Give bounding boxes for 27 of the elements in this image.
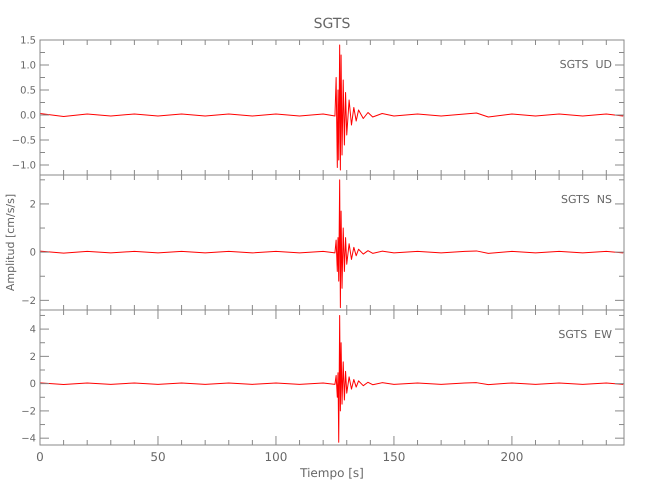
y-tick-label: 4 bbox=[30, 324, 36, 336]
chart-title: SGTS bbox=[314, 16, 350, 32]
line-series bbox=[40, 179, 624, 308]
y-tick-label: −2 bbox=[21, 296, 36, 307]
y-axis-title: Amplitud [cm/s/s] bbox=[4, 194, 17, 292]
y-tick-label: −1.0 bbox=[12, 160, 36, 172]
line-series bbox=[40, 44, 624, 170]
annotation: SGTS NS bbox=[560, 193, 612, 206]
x-tick-label: 150 bbox=[382, 450, 406, 464]
y-tick-label: 1.0 bbox=[20, 60, 36, 72]
y-tick-label: 0.5 bbox=[20, 86, 36, 96]
line-series bbox=[40, 314, 624, 443]
x-axis-title: Tiempo [s] bbox=[299, 466, 364, 480]
x-tick-label: 50 bbox=[150, 450, 166, 464]
x-tick-label: 100 bbox=[264, 450, 288, 464]
annotation: SGTS UD bbox=[560, 58, 612, 71]
y-tick-label: 0.0 bbox=[20, 110, 36, 122]
y-tick-label: 0 bbox=[30, 379, 36, 390]
y-tick-label: 1.5 bbox=[20, 36, 36, 46]
y-tick-label: −0.5 bbox=[12, 136, 36, 146]
y-tick-label: 2 bbox=[30, 352, 36, 363]
y-tick-label: 0 bbox=[30, 248, 36, 259]
annotation: SGTS EW bbox=[558, 328, 612, 341]
y-tick-label: 2 bbox=[30, 199, 36, 210]
y-tick-label: −2 bbox=[21, 406, 36, 418]
x-tick-label: 200 bbox=[500, 450, 524, 464]
y-tick-label: −4 bbox=[21, 434, 36, 445]
